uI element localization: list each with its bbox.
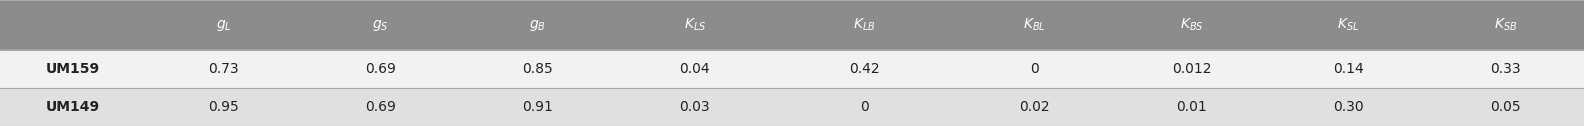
- Text: 0.73: 0.73: [208, 62, 239, 76]
- Text: UM159: UM159: [46, 62, 100, 76]
- Text: 0.05: 0.05: [1491, 100, 1521, 114]
- Text: 0.85: 0.85: [523, 62, 553, 76]
- Text: UM149: UM149: [46, 100, 100, 114]
- Text: 0.14: 0.14: [1334, 62, 1364, 76]
- Text: 0: 0: [860, 100, 870, 114]
- Text: $g_L$: $g_L$: [215, 18, 231, 33]
- Text: $K_{SB}$: $K_{SB}$: [1494, 17, 1517, 33]
- Text: $K_{SL}$: $K_{SL}$: [1337, 17, 1359, 33]
- Text: $K_{LS}$: $K_{LS}$: [684, 17, 706, 33]
- Text: 0: 0: [1030, 62, 1039, 76]
- Text: 0.69: 0.69: [366, 100, 396, 114]
- Bar: [0, 50, 1584, 88]
- Text: 0.30: 0.30: [1334, 100, 1364, 114]
- Text: 0.03: 0.03: [680, 100, 710, 114]
- Text: 0.02: 0.02: [1019, 100, 1050, 114]
- Bar: [0, 88, 1584, 126]
- Text: $g_S$: $g_S$: [372, 18, 390, 33]
- Text: 0.69: 0.69: [366, 62, 396, 76]
- Text: $g_B$: $g_B$: [529, 18, 546, 33]
- Text: 0.012: 0.012: [1172, 62, 1212, 76]
- Text: 0.95: 0.95: [208, 100, 239, 114]
- Text: $K_{BS}$: $K_{BS}$: [1180, 17, 1204, 33]
- Text: $K_{LB}$: $K_{LB}$: [854, 17, 876, 33]
- Text: 0.04: 0.04: [680, 62, 710, 76]
- Text: 0.01: 0.01: [1175, 100, 1207, 114]
- Bar: [0, 0, 1584, 50]
- Text: $K_{BL}$: $K_{BL}$: [1023, 17, 1045, 33]
- Text: 0.42: 0.42: [849, 62, 879, 76]
- Text: 0.91: 0.91: [523, 100, 553, 114]
- Text: 0.33: 0.33: [1491, 62, 1521, 76]
